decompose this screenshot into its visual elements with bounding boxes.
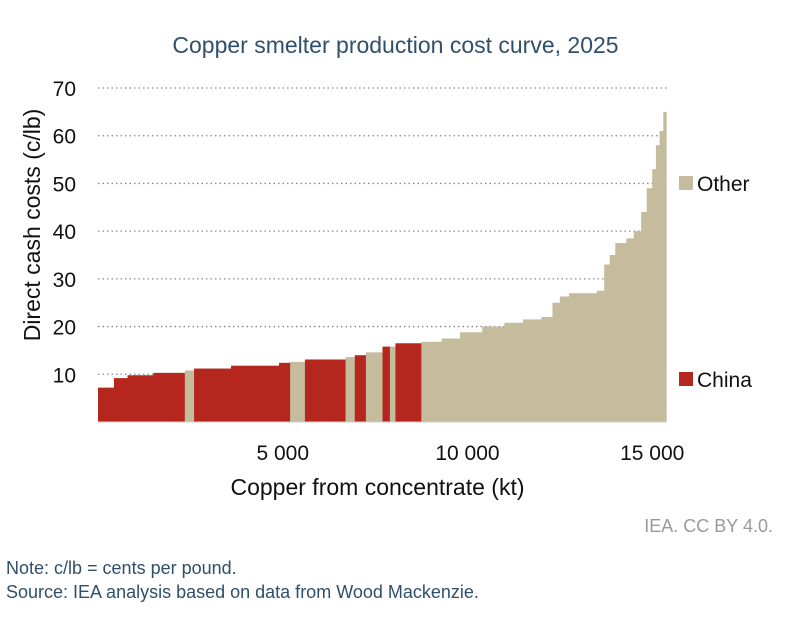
bar-segment	[552, 302, 561, 422]
bar-segment	[482, 326, 505, 422]
bar-segment	[290, 361, 306, 422]
bar-segment	[633, 231, 642, 422]
legend-label-other: Other	[697, 173, 750, 196]
bar-segment	[231, 365, 280, 422]
bar-segment	[604, 264, 611, 422]
y-tick-label: 60	[53, 126, 76, 149]
x-tick-label: 15 000	[620, 442, 684, 465]
bar-segment	[596, 290, 605, 422]
y-tick-label: 40	[53, 221, 76, 244]
x-tick-label: 5 000	[256, 442, 309, 465]
legend-swatch-china	[679, 372, 693, 386]
x-tick-labels: 5 000 10 000 15 000	[256, 442, 684, 465]
note-text: Note: c/lb = cents per pound.	[6, 558, 237, 578]
bar-segment	[345, 357, 356, 422]
bar-segment	[522, 319, 542, 422]
chart-title: Copper smelter production cost curve, 20…	[172, 32, 619, 58]
bar-segment	[641, 212, 648, 422]
bar-segment	[655, 145, 661, 422]
bar-segment	[194, 368, 232, 422]
cost-curve-chart: 10 20 30 40 50 60 70 5 000 10 000 15 000 Direct …	[19, 78, 752, 500]
bar-segment	[460, 332, 483, 422]
bar-segment	[382, 346, 391, 422]
bar-segment	[609, 255, 616, 422]
bar-segment	[127, 375, 154, 422]
bar-segment	[646, 188, 653, 422]
legend: Other China	[679, 173, 752, 392]
bar-segment	[354, 355, 367, 422]
bar-segment	[304, 359, 346, 422]
y-axis-label: Direct cash costs (c/lb)	[19, 109, 45, 342]
bar-segment	[504, 322, 524, 422]
bar-segment	[569, 293, 598, 422]
bar-segment	[541, 317, 553, 422]
bar-segment	[615, 243, 627, 422]
source-text: Source: IEA analysis based on data from …	[6, 582, 479, 602]
bar-segment	[441, 338, 461, 422]
bar-segment	[663, 111, 667, 422]
bar-segment	[395, 343, 422, 422]
bar-segment	[559, 296, 570, 422]
bar-segment	[659, 130, 664, 422]
bar-segment	[153, 372, 186, 422]
y-tick-label: 20	[53, 317, 76, 340]
bar-segment	[365, 352, 383, 422]
bar-segment	[652, 169, 657, 422]
cost-curve-bars	[98, 111, 667, 422]
x-tick-label: 10 000	[435, 442, 499, 465]
y-tick-label: 30	[53, 269, 76, 292]
y-tick-labels: 10 20 30 40 50 60 70	[53, 78, 76, 387]
notes: Note: c/lb = cents per pound. Source: IE…	[6, 556, 479, 604]
bar-segment	[184, 370, 195, 422]
bar-segment	[421, 341, 443, 422]
bar-segment	[98, 387, 115, 422]
y-tick-label: 10	[53, 364, 76, 387]
bar-segment	[279, 362, 291, 422]
bar-segment	[389, 346, 396, 422]
bar-segment	[626, 238, 635, 422]
credit-label: IEA. CC BY 4.0.	[644, 516, 773, 536]
legend-label-china: China	[697, 369, 752, 392]
bar-segment	[113, 378, 128, 422]
x-axis-label: Copper from concentrate (kt)	[230, 474, 524, 500]
y-tick-label: 50	[53, 173, 76, 196]
y-tick-label: 70	[53, 78, 76, 101]
legend-swatch-other	[679, 176, 693, 190]
